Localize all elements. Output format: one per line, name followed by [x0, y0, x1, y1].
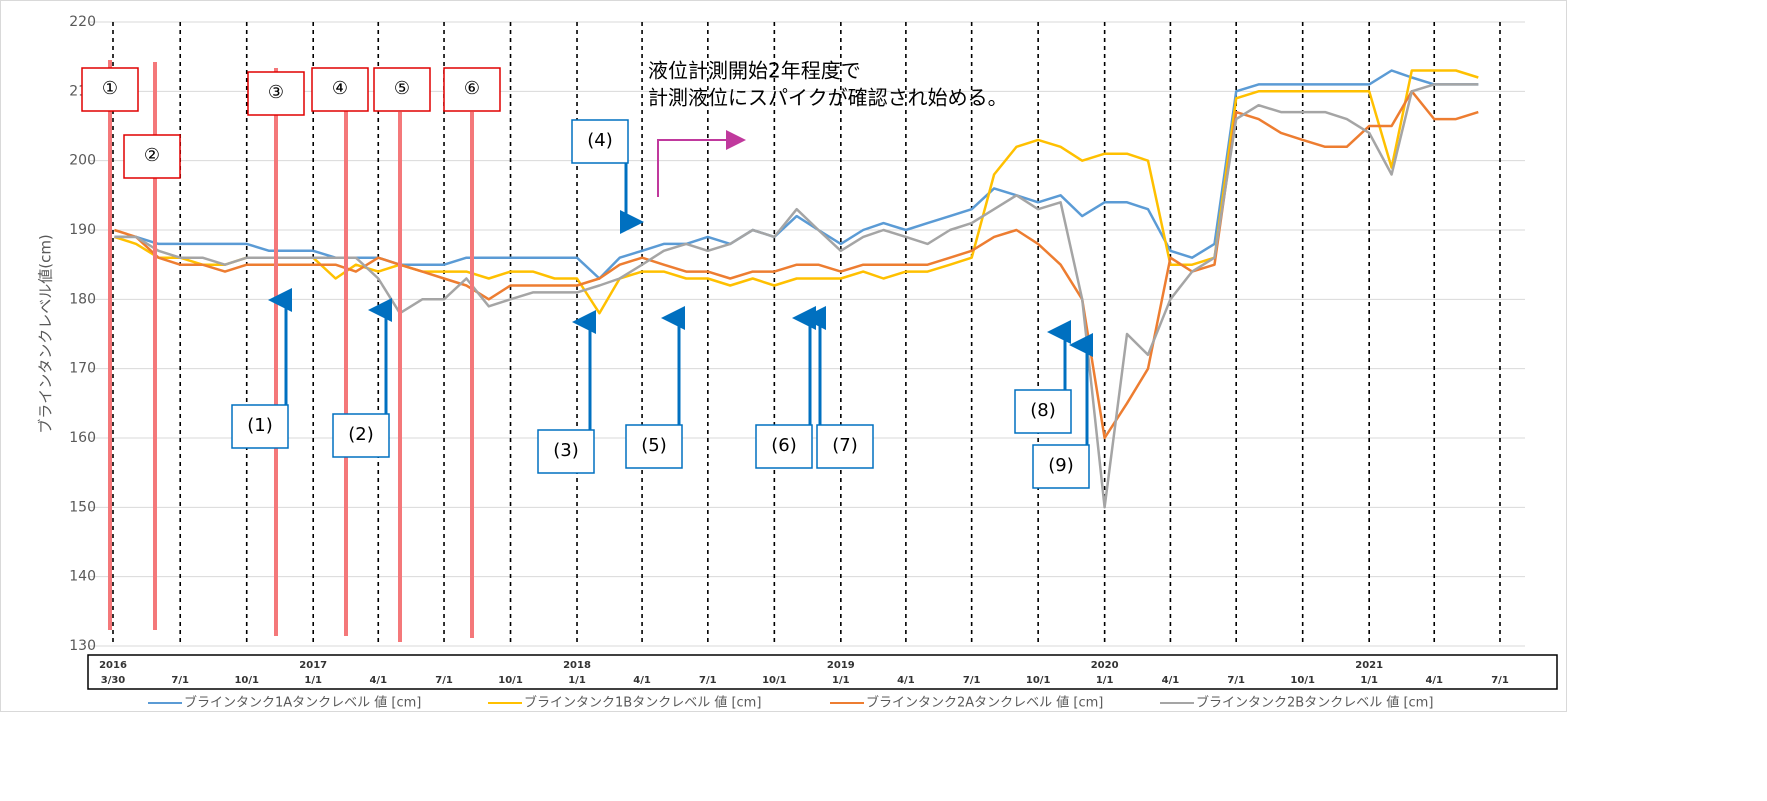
x-axis-box: [87, 654, 1558, 690]
red-marker-box: [311, 67, 369, 112]
blue-marker-label: (1): [247, 415, 273, 436]
y-tick-label: 220: [69, 14, 96, 30]
series-line: [114, 69, 1479, 315]
red-marker-box: [373, 67, 431, 112]
legend-label: ブラインタンク2Aタンクレベル 値 [cm]: [866, 695, 1103, 711]
blue-marker-label: (6): [771, 435, 797, 456]
legend-label: ブラインタンク1Bタンクレベル 値 [cm]: [524, 695, 761, 711]
series-line: [114, 83, 1479, 509]
blue-marker-box: [816, 424, 874, 469]
x-tick-label: 3/30: [101, 675, 126, 686]
x-tick-label: 4/1: [1425, 675, 1443, 686]
red-marker-label: ①: [102, 78, 118, 99]
x-tick-label: 7/1: [699, 675, 717, 686]
x-tick-label: 4/1: [1162, 675, 1180, 686]
red-marker-box: [81, 67, 139, 112]
red-marker-box: [123, 134, 181, 179]
x-tick-label: 1/1: [1360, 675, 1378, 686]
red-marker-box: [247, 71, 305, 116]
blue-marker-box: [625, 424, 683, 469]
year-label: 2018: [563, 660, 591, 671]
blue-marker-box: [1032, 444, 1090, 489]
y-tick-label: 180: [69, 291, 96, 307]
year-label: 2016: [99, 660, 127, 671]
y-tick-label: 130: [69, 638, 96, 654]
x-tick-label: 10/1: [762, 675, 787, 686]
red-marker-label: ⑤: [394, 78, 410, 99]
y-tick-label: 190: [69, 222, 96, 238]
legend-label: ブラインタンク2Bタンクレベル 値 [cm]: [1196, 695, 1433, 711]
year-label: 2019: [827, 660, 855, 671]
blue-marker-label: (9): [1048, 455, 1074, 476]
red-marker-label: ⑥: [464, 78, 480, 99]
x-tick-label: 1/1: [568, 675, 586, 686]
blue-marker-label: (7): [832, 435, 858, 456]
legend-label: ブラインタンク1Aタンクレベル 値 [cm]: [184, 695, 421, 711]
y-tick-label: 170: [69, 361, 96, 377]
chart-frame: [0, 0, 1567, 712]
blue-marker-box: [1014, 389, 1072, 434]
y-tick-label: 200: [69, 153, 96, 169]
x-tick-label: 1/1: [304, 675, 322, 686]
x-tick-label: 1/1: [832, 675, 850, 686]
y-axis-label: ブラインタンクレベル値(cm): [37, 234, 55, 434]
x-tick-label: 4/1: [897, 675, 915, 686]
blue-marker-label: (5): [641, 435, 667, 456]
blue-marker-box: [571, 119, 629, 164]
red-marker-label: ③: [268, 82, 284, 103]
blue-marker-box: [332, 413, 390, 458]
y-tick-label: 140: [69, 569, 96, 585]
year-label: 2021: [1355, 660, 1383, 671]
x-tick-label: 4/1: [369, 675, 387, 686]
year-label: 2017: [299, 660, 327, 671]
red-marker-box: [443, 67, 501, 112]
x-tick-label: 4/1: [633, 675, 651, 686]
blue-marker-box: [537, 429, 595, 474]
x-tick-label: 7/1: [963, 675, 981, 686]
series-line: [114, 90, 1479, 440]
x-tick-label: 7/1: [1491, 675, 1509, 686]
x-tick-label: 7/1: [435, 675, 453, 686]
x-tick-label: 10/1: [1290, 675, 1315, 686]
y-tick-label: 150: [69, 499, 96, 515]
x-tick-label: 1/1: [1096, 675, 1114, 686]
x-tick-label: 7/1: [171, 675, 189, 686]
red-marker-label: ②: [144, 145, 160, 166]
blue-marker-label: (2): [348, 424, 374, 445]
red-marker-label: ④: [332, 78, 348, 99]
y-tick-label: 160: [69, 430, 96, 446]
x-tick-label: 10/1: [1026, 675, 1051, 686]
blue-marker-label: (8): [1030, 400, 1056, 421]
note-text: 計測液位にスパイクが確認され始める。: [648, 86, 1008, 110]
x-tick-label: 10/1: [498, 675, 523, 686]
note-text: 液位計測開始2年程度で: [648, 59, 861, 83]
x-tick-label: 7/1: [1227, 675, 1245, 686]
blue-marker-label: (4): [587, 130, 613, 151]
blue-marker-label: (3): [553, 440, 579, 461]
note-arrow: [657, 130, 746, 197]
blue-marker-box: [231, 404, 289, 449]
x-tick-label: 10/1: [234, 675, 259, 686]
year-label: 2020: [1091, 660, 1119, 671]
blue-marker-box: [755, 424, 813, 469]
